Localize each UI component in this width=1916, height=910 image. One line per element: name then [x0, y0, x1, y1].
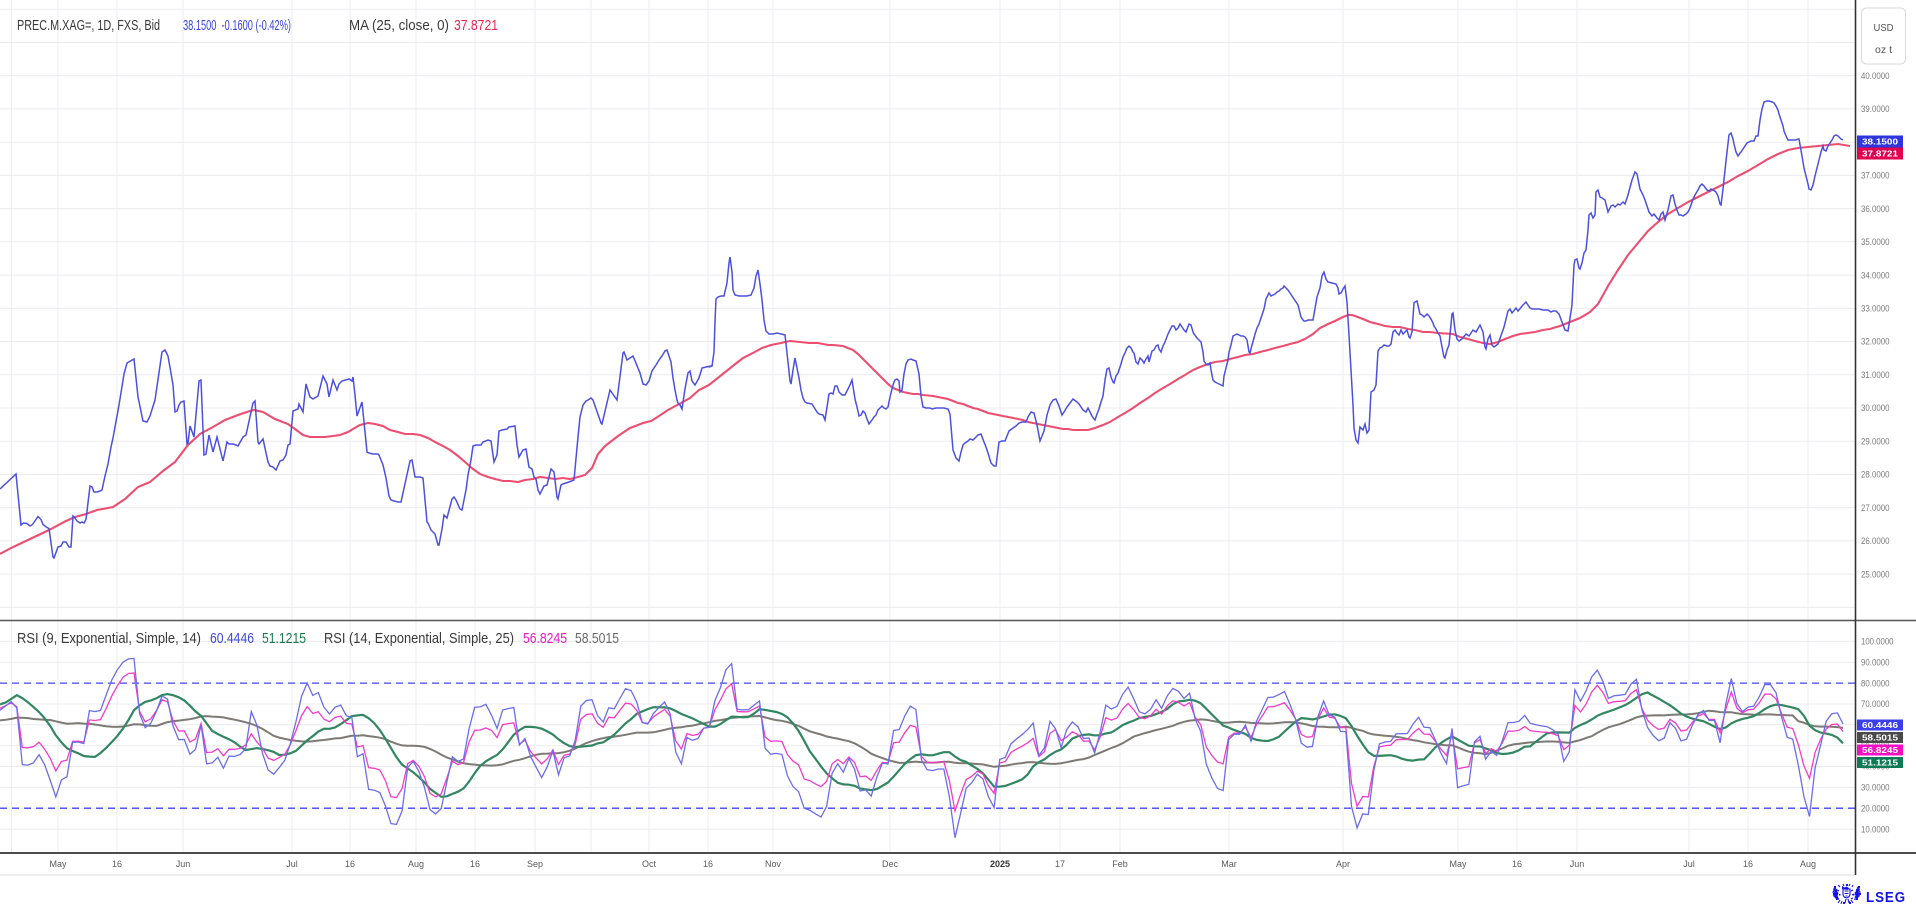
svg-text:38.1500 -0.1600 (-0.42%): 38.1500 -0.1600 (-0.42%)	[183, 18, 291, 34]
svg-text:90.0000: 90.0000	[1861, 658, 1890, 668]
svg-text:60.4446: 60.4446	[210, 631, 254, 647]
svg-text:Mar: Mar	[1221, 859, 1237, 869]
svg-text:58.5015: 58.5015	[575, 631, 619, 647]
svg-text:MA (25, close, 0): MA (25, close, 0)	[349, 18, 449, 34]
svg-text:Feb: Feb	[1112, 859, 1128, 869]
svg-text:10.0000: 10.0000	[1861, 824, 1890, 834]
svg-text:Oct: Oct	[642, 859, 657, 869]
svg-text:56.8245: 56.8245	[523, 631, 567, 647]
svg-text:16: 16	[112, 859, 122, 869]
svg-text:RSI (9, Exponential, Simple, 1: RSI (9, Exponential, Simple, 14)	[17, 631, 201, 647]
svg-text:PREC.M.XAG=, 1D, FXS, Bid: PREC.M.XAG=, 1D, FXS, Bid	[17, 18, 160, 34]
svg-text:Apr: Apr	[1336, 859, 1350, 869]
svg-text:16: 16	[1512, 859, 1522, 869]
svg-text:31.0000: 31.0000	[1861, 370, 1890, 380]
svg-text:May: May	[49, 859, 67, 869]
svg-text:30.0000: 30.0000	[1861, 783, 1890, 793]
svg-text:37.8721: 37.8721	[454, 18, 498, 34]
svg-text:70.0000: 70.0000	[1861, 699, 1890, 709]
svg-text:LSEG: LSEG	[1866, 890, 1906, 905]
svg-text:100.0000: 100.0000	[1861, 637, 1894, 647]
svg-text:16: 16	[703, 859, 713, 869]
svg-text:37.0000: 37.0000	[1861, 171, 1890, 181]
svg-text:30.0000: 30.0000	[1861, 403, 1890, 413]
svg-text:Nov: Nov	[765, 859, 782, 869]
svg-text:Sep: Sep	[527, 859, 543, 869]
svg-text:USD: USD	[1874, 23, 1894, 34]
svg-text:35.0000: 35.0000	[1861, 237, 1890, 247]
svg-text:20.0000: 20.0000	[1861, 803, 1890, 813]
svg-text:oz t: oz t	[1875, 45, 1892, 56]
svg-text:80.0000: 80.0000	[1861, 678, 1890, 688]
svg-text:Aug: Aug	[1800, 859, 1816, 869]
svg-text:Dec: Dec	[882, 859, 899, 869]
svg-text:16: 16	[470, 859, 480, 869]
svg-text:May: May	[1449, 859, 1467, 869]
svg-text:60.4446: 60.4446	[1862, 720, 1898, 730]
svg-text:16: 16	[345, 859, 355, 869]
svg-text:Aug: Aug	[408, 859, 424, 869]
svg-text:16: 16	[1743, 859, 1753, 869]
svg-text:28.0000: 28.0000	[1861, 470, 1890, 480]
svg-text:Jul: Jul	[1683, 859, 1695, 869]
svg-text:56.8245: 56.8245	[1862, 745, 1898, 755]
svg-text:Jun: Jun	[176, 859, 191, 869]
svg-text:58.5015: 58.5015	[1862, 733, 1898, 743]
svg-text:2025: 2025	[990, 859, 1010, 869]
svg-text:26.0000: 26.0000	[1861, 536, 1890, 546]
svg-text:39.0000: 39.0000	[1861, 104, 1890, 114]
svg-text:Jun: Jun	[1570, 859, 1585, 869]
svg-text:25.0000: 25.0000	[1861, 569, 1890, 579]
svg-text:40.0000: 40.0000	[1861, 71, 1890, 81]
svg-text:37.8721: 37.8721	[1862, 149, 1898, 159]
svg-text:27.0000: 27.0000	[1861, 503, 1890, 513]
svg-text:RSI (14, Exponential, Simple,: RSI (14, Exponential, Simple, 25)	[324, 631, 514, 647]
svg-text:17: 17	[1055, 859, 1065, 869]
svg-text:51.1215: 51.1215	[1862, 758, 1898, 768]
svg-text:51.1215: 51.1215	[262, 631, 306, 647]
svg-text:32.0000: 32.0000	[1861, 337, 1890, 347]
svg-text:36.0000: 36.0000	[1861, 204, 1890, 214]
svg-text:29.0000: 29.0000	[1861, 436, 1890, 446]
svg-text:Jul: Jul	[286, 859, 298, 869]
svg-text:33.0000: 33.0000	[1861, 304, 1890, 314]
svg-text:38.1500: 38.1500	[1862, 137, 1898, 147]
svg-text:34.0000: 34.0000	[1861, 270, 1890, 280]
